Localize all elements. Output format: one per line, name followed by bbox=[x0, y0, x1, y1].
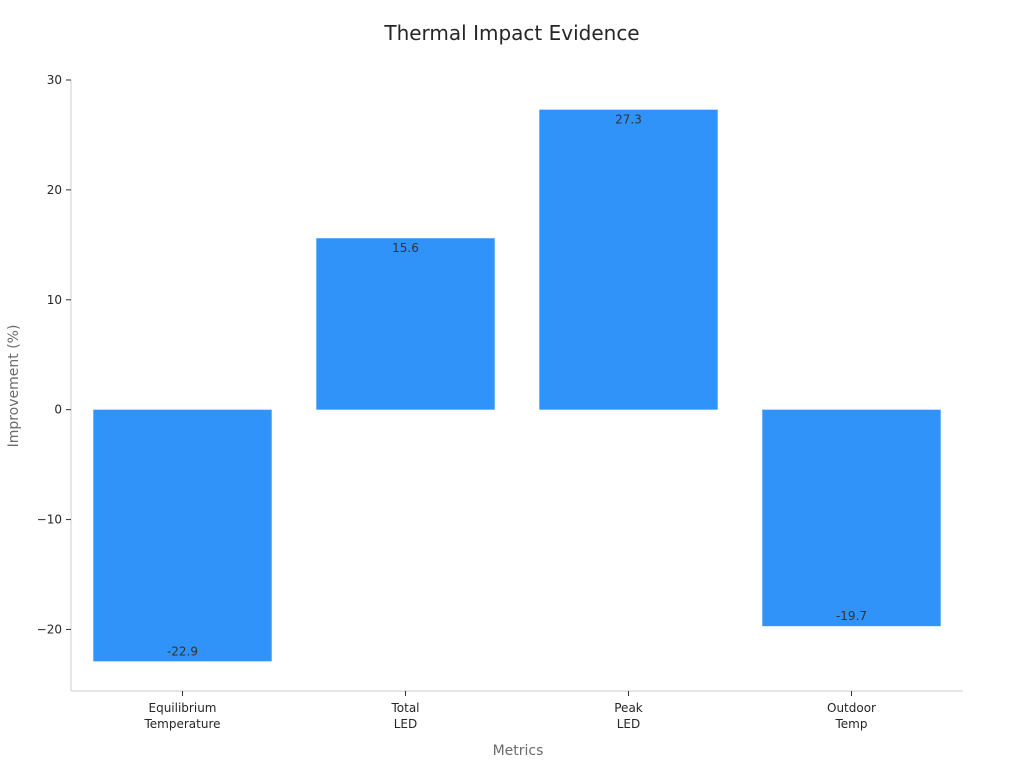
y-ticks-group: 30 20 10 0 −10 −20 bbox=[37, 73, 71, 636]
bar bbox=[316, 238, 495, 410]
x-ticks-group: Equilibrium Temperature Total LED Peak LED Out… bbox=[143, 691, 876, 731]
y-tick-label: 10 bbox=[47, 293, 62, 307]
bar bbox=[93, 409, 272, 662]
data-label: -19.7 bbox=[836, 609, 867, 623]
chart-title: Thermal Impact Evidence bbox=[383, 21, 639, 45]
data-label: 15.6 bbox=[392, 241, 419, 255]
y-tick-label: 30 bbox=[47, 73, 62, 87]
value-labels-group: -22.9 15.6 27.3 -19.7 bbox=[167, 113, 867, 659]
data-label: 27.3 bbox=[615, 113, 642, 127]
x-tick-label: Total bbox=[390, 701, 419, 715]
x-tick-label: Peak bbox=[614, 701, 643, 715]
bar bbox=[539, 109, 718, 410]
bar bbox=[762, 409, 941, 627]
x-tick-label: LED bbox=[617, 717, 641, 731]
x-tick-label: Temperature bbox=[143, 717, 220, 731]
x-tick-label: Temp bbox=[835, 717, 868, 731]
x-tick-label: LED bbox=[394, 717, 418, 731]
x-tick-label: Equilibrium bbox=[149, 701, 217, 715]
data-label: -22.9 bbox=[167, 644, 198, 658]
y-tick-label: −10 bbox=[37, 513, 62, 527]
bars-group bbox=[93, 109, 941, 662]
y-tick-label: −20 bbox=[37, 622, 62, 636]
x-axis-title: Metrics bbox=[493, 743, 544, 759]
x-tick-label: Outdoor bbox=[827, 701, 876, 715]
y-tick-label: 20 bbox=[47, 183, 62, 197]
y-axis-title: Improvement (%) bbox=[6, 325, 22, 448]
y-tick-label: 0 bbox=[54, 403, 62, 417]
